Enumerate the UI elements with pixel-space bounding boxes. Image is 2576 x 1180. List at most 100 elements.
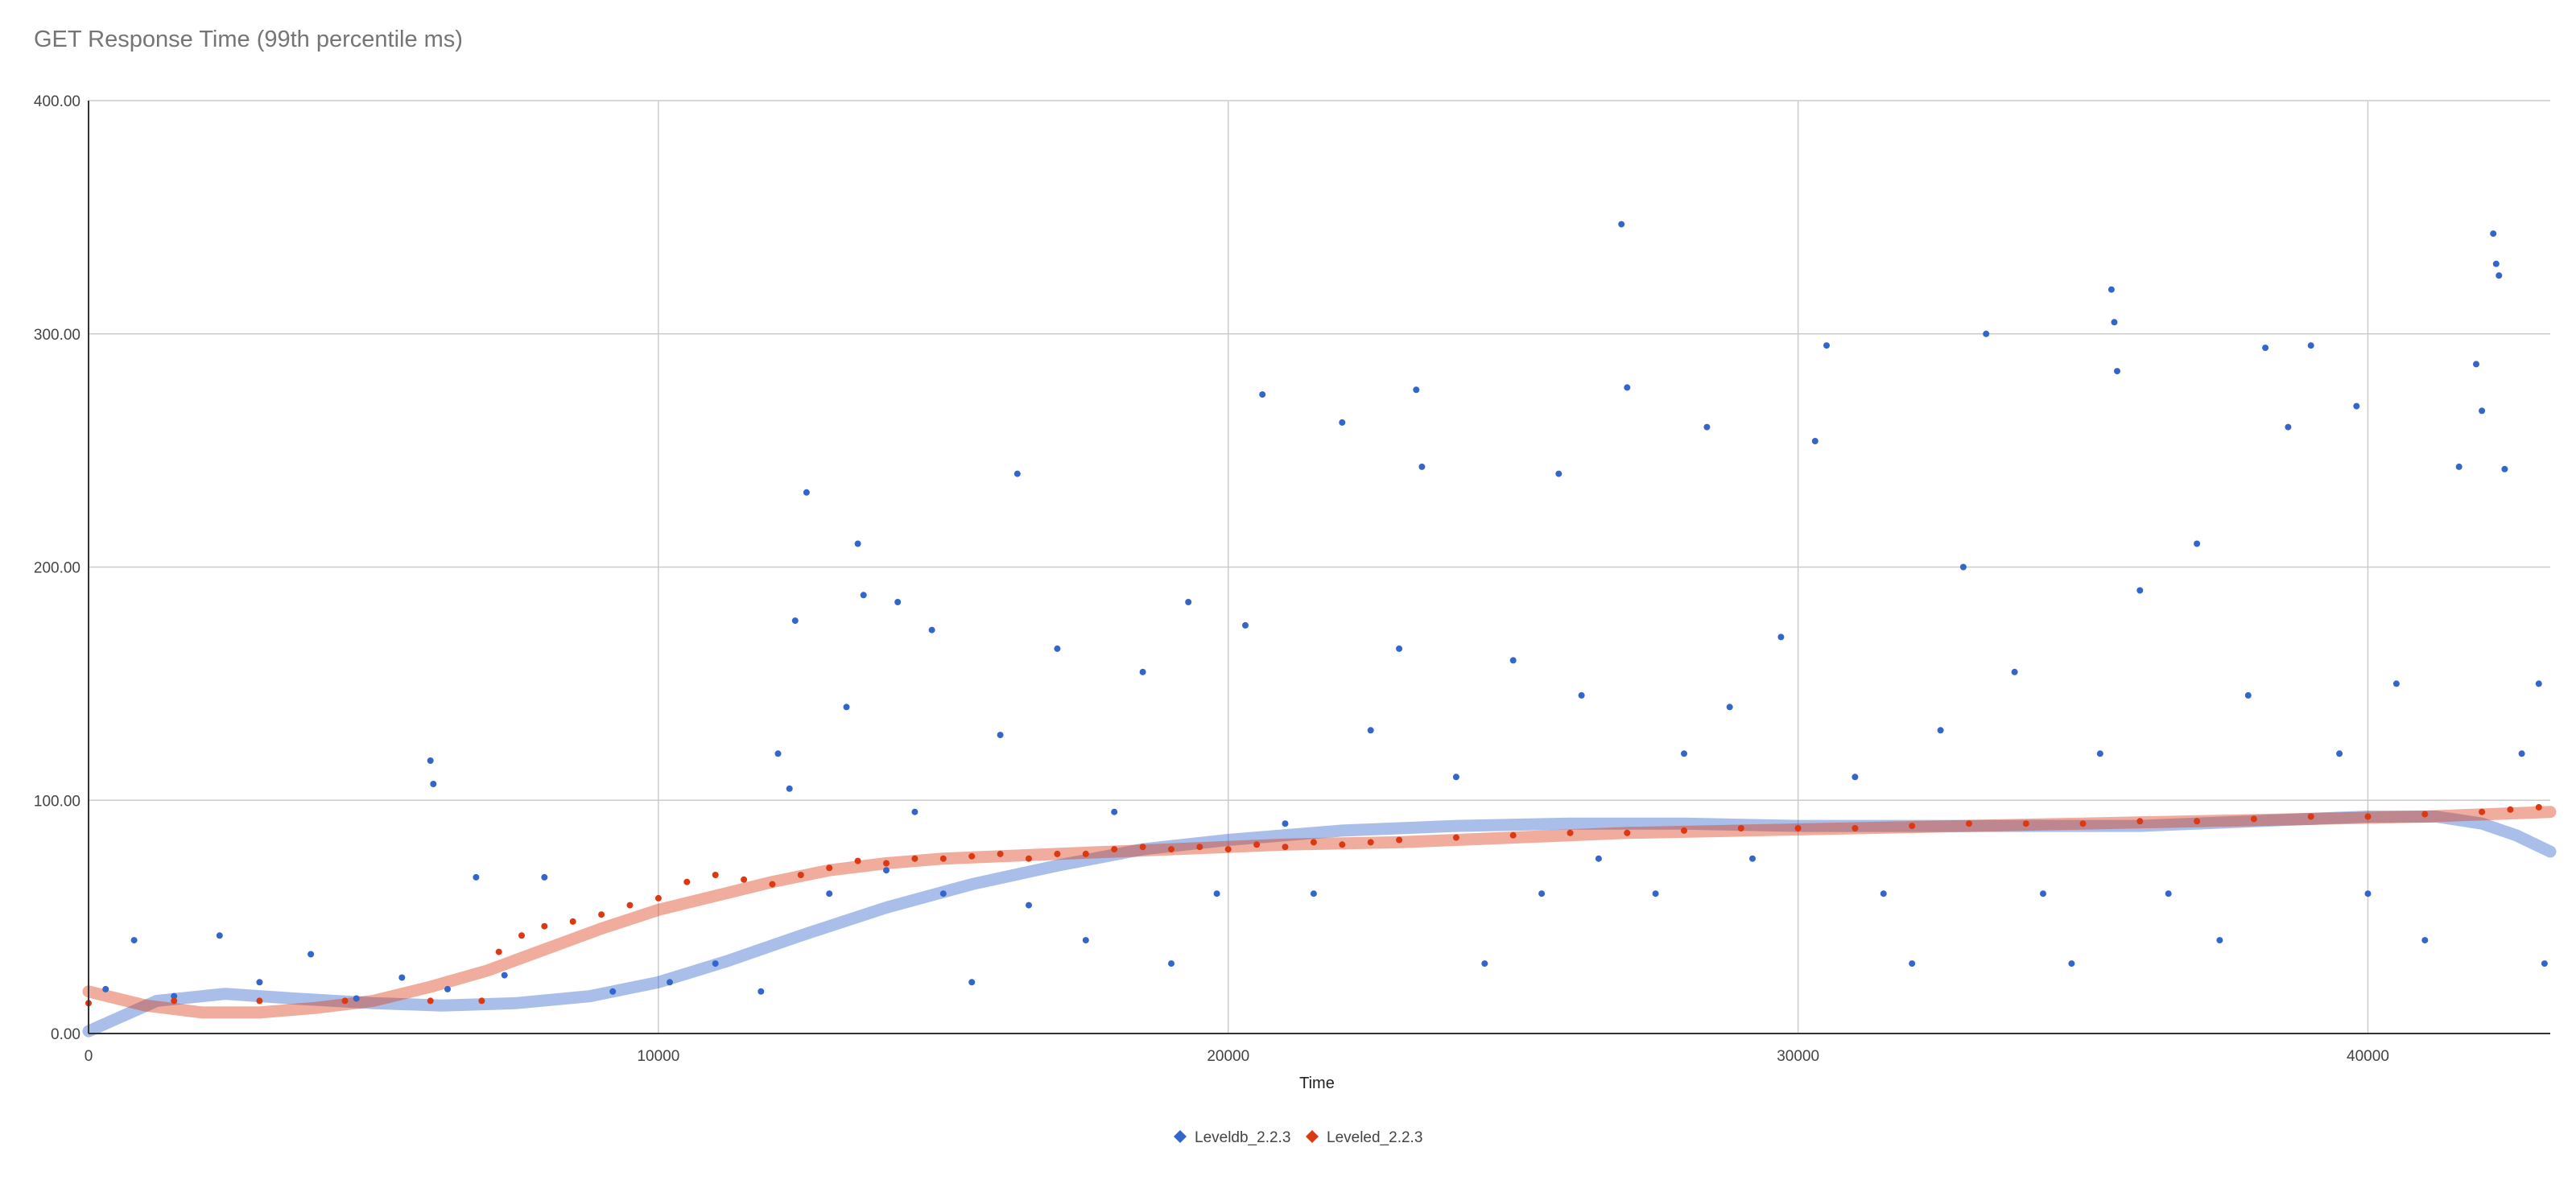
point-leveldb — [1418, 463, 1426, 470]
point-leveled — [1367, 839, 1374, 846]
point-leveldb — [2040, 890, 2046, 897]
point-leveldb — [1168, 960, 1174, 968]
point-leveled — [626, 902, 634, 909]
point-leveldb — [2111, 319, 2118, 326]
point-leveldb — [1013, 470, 1021, 477]
point-leveldb — [854, 540, 861, 547]
point-leveldb — [791, 617, 799, 625]
point-leveldb — [1726, 703, 1733, 711]
point-leveldb — [1185, 599, 1192, 605]
x-tick-label: 40000 — [2347, 1048, 2389, 1065]
point-leveldb — [2492, 260, 2500, 267]
point-leveled — [1082, 850, 1089, 857]
point-leveled — [1139, 844, 1146, 851]
point-leveldb — [2501, 465, 2508, 472]
point-leveldb — [1396, 645, 1403, 652]
point-leveldb — [2518, 750, 2525, 757]
point-leveled — [171, 997, 178, 1005]
point-leveled — [1509, 831, 1517, 839]
point-leveldb — [2490, 230, 2497, 237]
point-leveled — [1168, 846, 1174, 853]
y-tick-label: 0.00 — [51, 1026, 80, 1043]
point-leveldb — [2114, 368, 2120, 375]
point-leveldb — [1213, 890, 1220, 897]
point-leveled — [939, 855, 947, 862]
point-leveldb — [1852, 774, 1859, 781]
point-leveldb — [2421, 937, 2429, 944]
point-leveled — [1054, 850, 1061, 857]
legend-item-leveled[interactable]: Leveled_2.2.3 — [1306, 1129, 1422, 1146]
point-leveled — [1794, 825, 1802, 831]
point-leveldb — [1481, 960, 1488, 968]
point-leveled — [1567, 829, 1574, 836]
point-leveldb — [1413, 386, 1420, 394]
gridlines — [89, 100, 2550, 1034]
point-leveldb — [1880, 890, 1887, 897]
point-leveldb — [2535, 680, 2542, 687]
point-leveldb — [1959, 563, 1967, 571]
point-leveled — [883, 860, 890, 867]
point-leveled — [797, 872, 804, 878]
point-leveled — [1624, 829, 1631, 836]
point-leveldb — [1082, 937, 1089, 944]
point-leveldb — [2541, 960, 2548, 968]
point-leveldb — [2285, 423, 2292, 431]
point-leveldb — [1937, 727, 1944, 734]
point-leveldb — [2216, 937, 2223, 944]
point-leveldb — [1595, 855, 1602, 862]
point-leveldb — [430, 781, 437, 787]
point-leveldb — [256, 979, 263, 986]
point-leveldb — [2244, 691, 2252, 699]
x-tick-label: 0 — [85, 1048, 93, 1065]
point-leveldb — [1111, 808, 1118, 815]
legend: Leveldb_2.2.3 Leveled_2.2.3 — [1174, 1129, 1422, 1146]
point-leveled — [1253, 841, 1261, 848]
point-leveldb — [2011, 668, 2018, 675]
y-tick-label: 100.00 — [34, 793, 80, 810]
point-leveled — [968, 852, 976, 860]
point-leveldb — [894, 599, 902, 605]
point-leveldb — [473, 873, 480, 881]
point-leveldb — [1578, 691, 1585, 699]
point-leveldb — [130, 937, 138, 944]
point-leveldb — [2364, 890, 2372, 897]
point-leveldb — [1367, 727, 1374, 734]
point-leveldb — [501, 972, 508, 979]
point-leveled — [1026, 855, 1032, 862]
point-leveled — [769, 881, 776, 888]
point-leveldb — [171, 992, 178, 1000]
legend-marker-leveled — [1306, 1130, 1319, 1143]
legend-item-leveldb[interactable]: Leveldb_2.2.3 — [1174, 1129, 1290, 1146]
trendlines — [82, 806, 2557, 1038]
point-leveled — [2250, 815, 2257, 823]
point-leveldb — [1909, 960, 1916, 968]
y-tick-label: 300.00 — [34, 327, 80, 344]
data-points — [85, 221, 2548, 1007]
point-leveldb — [1310, 890, 1317, 897]
x-axis-title: Time — [1299, 1075, 1335, 1092]
point-leveled — [1310, 839, 1317, 846]
legend-label-leveldb: Leveldb_2.2.3 — [1195, 1129, 1290, 1146]
point-leveled — [598, 911, 605, 918]
point-leveled — [1737, 825, 1744, 831]
point-leveled — [1224, 846, 1232, 853]
point-leveldb — [2455, 463, 2462, 470]
trendline-leveled — [82, 806, 2557, 1019]
point-leveldb — [1749, 855, 1756, 862]
point-leveled — [854, 857, 861, 864]
point-leveled — [478, 997, 485, 1005]
point-leveldb — [860, 592, 867, 599]
point-leveldb — [712, 960, 719, 968]
point-leveled — [256, 997, 263, 1005]
point-leveled — [518, 932, 525, 939]
point-leveled — [1909, 823, 1916, 830]
point-leveldb — [1538, 890, 1546, 897]
point-leveldb — [1259, 391, 1266, 398]
point-leveldb — [353, 995, 360, 1002]
point-leveldb — [1777, 633, 1785, 641]
point-leveldb — [1026, 902, 1032, 909]
point-leveled — [2535, 803, 2542, 811]
point-leveldb — [803, 489, 810, 496]
point-leveldb — [1139, 668, 1146, 675]
